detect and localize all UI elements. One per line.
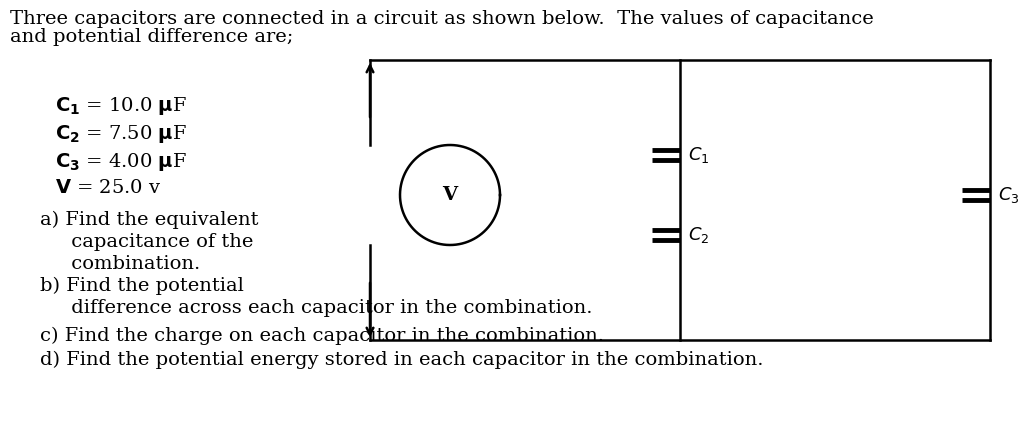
- Text: $C_1$: $C_1$: [688, 145, 710, 165]
- Text: and potential difference are;: and potential difference are;: [10, 28, 293, 46]
- Text: capacitance of the: capacitance of the: [40, 233, 253, 251]
- Text: a) Find the equivalent: a) Find the equivalent: [40, 211, 258, 229]
- Text: $\mathbf{C_1}$ = 10.0 $\mathbf{\mu}$F: $\mathbf{C_1}$ = 10.0 $\mathbf{\mu}$F: [55, 95, 186, 117]
- Text: $C_2$: $C_2$: [688, 225, 710, 245]
- Text: b) Find the potential: b) Find the potential: [40, 277, 244, 295]
- Text: V: V: [442, 186, 458, 204]
- Text: combination.: combination.: [40, 255, 201, 273]
- Text: $\mathbf{C_2}$ = 7.50 $\mathbf{\mu}$F: $\mathbf{C_2}$ = 7.50 $\mathbf{\mu}$F: [55, 123, 186, 145]
- Text: Three capacitors are connected in a circuit as shown below.  The values of capac: Three capacitors are connected in a circ…: [10, 10, 873, 28]
- Text: $\mathbf{V}$ = 25.0 v: $\mathbf{V}$ = 25.0 v: [55, 179, 162, 197]
- Text: c) Find the charge on each capacitor in the combination.: c) Find the charge on each capacitor in …: [40, 327, 604, 345]
- Text: d) Find the potential energy stored in each capacitor in the combination.: d) Find the potential energy stored in e…: [40, 351, 764, 369]
- Text: $C_3$: $C_3$: [998, 185, 1020, 205]
- Text: $\mathbf{C_3}$ = 4.00 $\mathbf{\mu}$F: $\mathbf{C_3}$ = 4.00 $\mathbf{\mu}$F: [55, 151, 186, 173]
- Text: difference across each capacitor in the combination.: difference across each capacitor in the …: [40, 299, 593, 317]
